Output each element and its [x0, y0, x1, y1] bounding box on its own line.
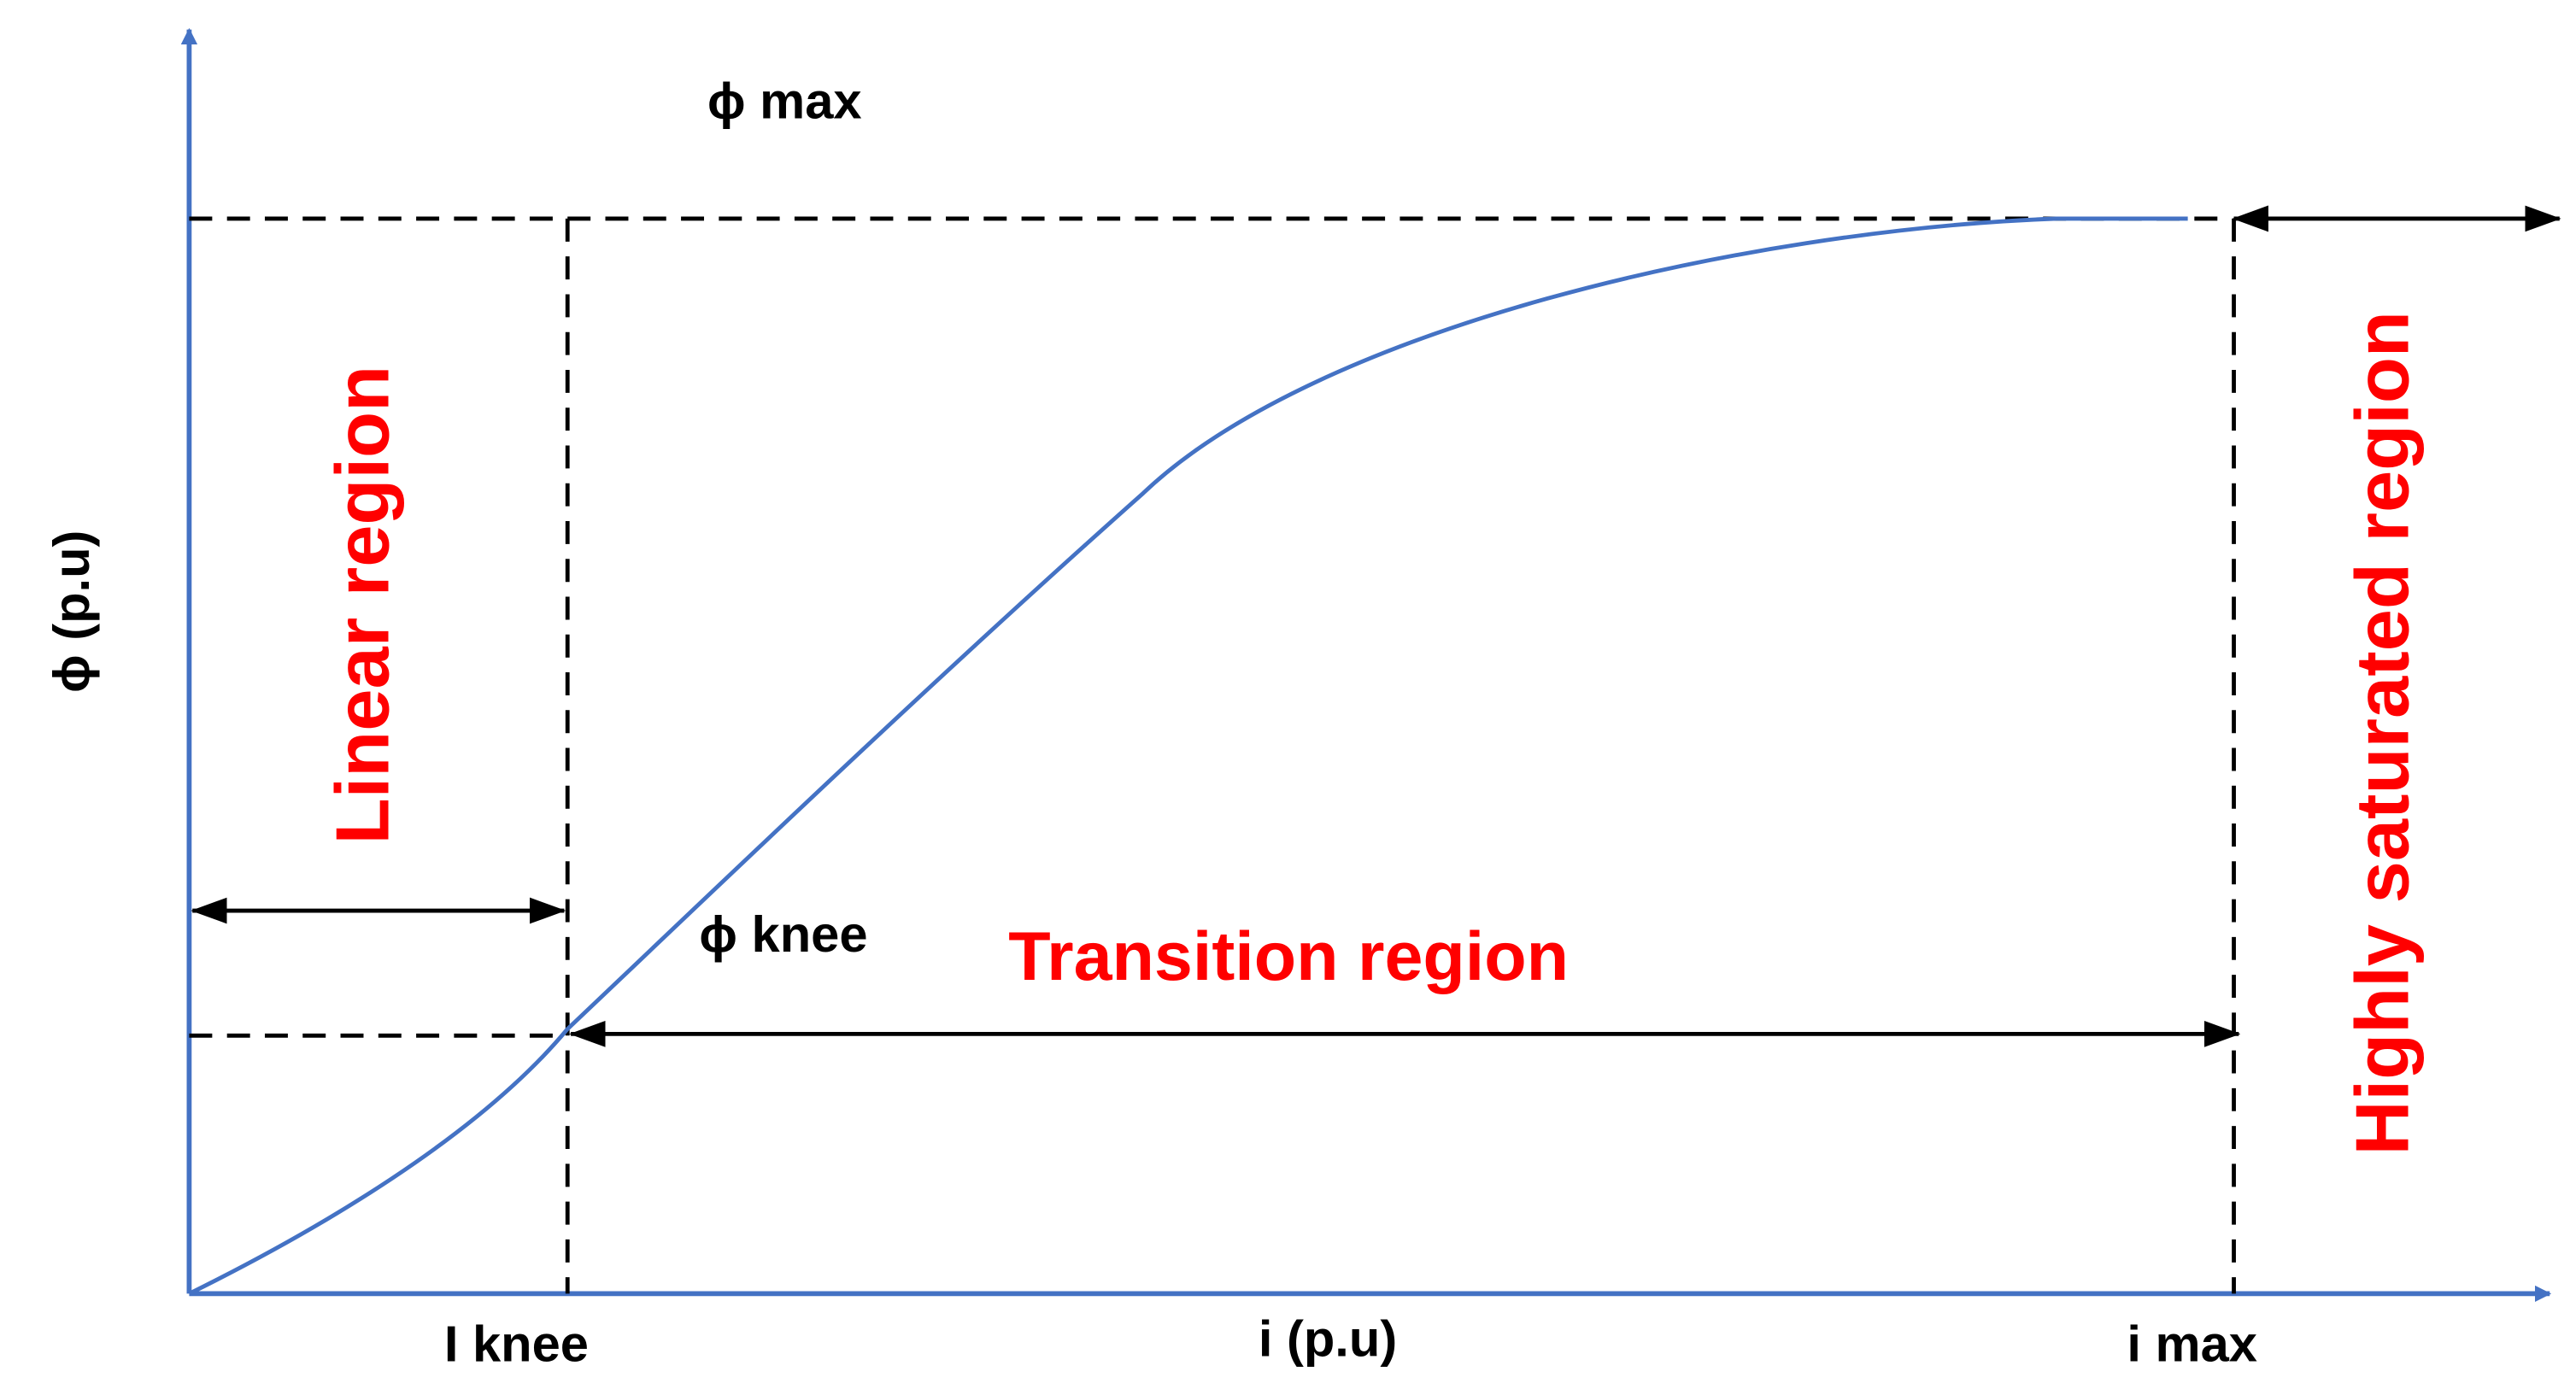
y-axis-label: ϕ (p.u)	[43, 530, 100, 693]
phi-max-label: ϕ max	[707, 73, 862, 130]
i-knee-label: I knee	[444, 1315, 589, 1372]
linear-region-label: Linear region	[320, 366, 404, 845]
guide-lines	[189, 216, 2236, 1294]
i-max-label: i max	[2127, 1315, 2257, 1372]
magnetization-curve	[188, 216, 2188, 1296]
x-axis-label: i (p.u)	[1259, 1310, 1397, 1368]
phi-knee-label: ϕ knee	[699, 905, 867, 963]
saturated-region-label: Highly saturated region	[2340, 311, 2425, 1155]
transition-region-label: Transition region	[1008, 918, 1569, 995]
